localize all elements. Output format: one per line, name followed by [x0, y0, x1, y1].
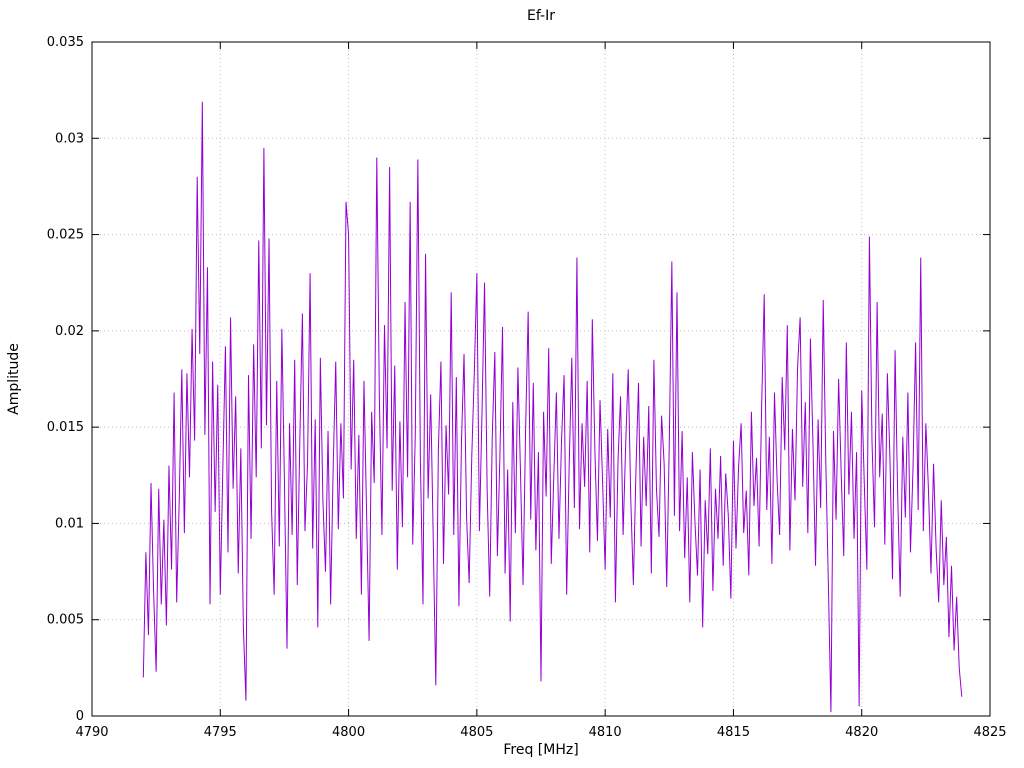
x-axis-label: Freq [MHz]	[503, 742, 579, 758]
x-tick-label: 4795	[204, 725, 237, 740]
x-tick-label: 4805	[460, 725, 493, 740]
plot-border	[91, 41, 991, 717]
x-tick-label: 4810	[589, 725, 622, 740]
y-tick-label: 0.02	[55, 324, 84, 339]
x-tick-label: 4825	[973, 725, 1006, 740]
y-tick-label: 0.015	[47, 420, 84, 435]
chart-title: Ef-Ir	[527, 8, 555, 24]
x-tick-label: 4800	[332, 725, 365, 740]
data-series-line	[142, 101, 963, 713]
y-tick-label: 0.005	[47, 613, 84, 628]
y-tick-label: 0.025	[47, 228, 84, 243]
y-tick-label: 0.035	[47, 35, 84, 50]
x-tick-label: 4790	[75, 725, 108, 740]
x-tick-label: 4820	[845, 725, 878, 740]
y-tick-label: 0.03	[55, 131, 84, 146]
y-tick-label: 0.01	[55, 516, 84, 531]
x-tick-label: 4815	[717, 725, 750, 740]
y-tick-label: 0	[76, 709, 84, 724]
